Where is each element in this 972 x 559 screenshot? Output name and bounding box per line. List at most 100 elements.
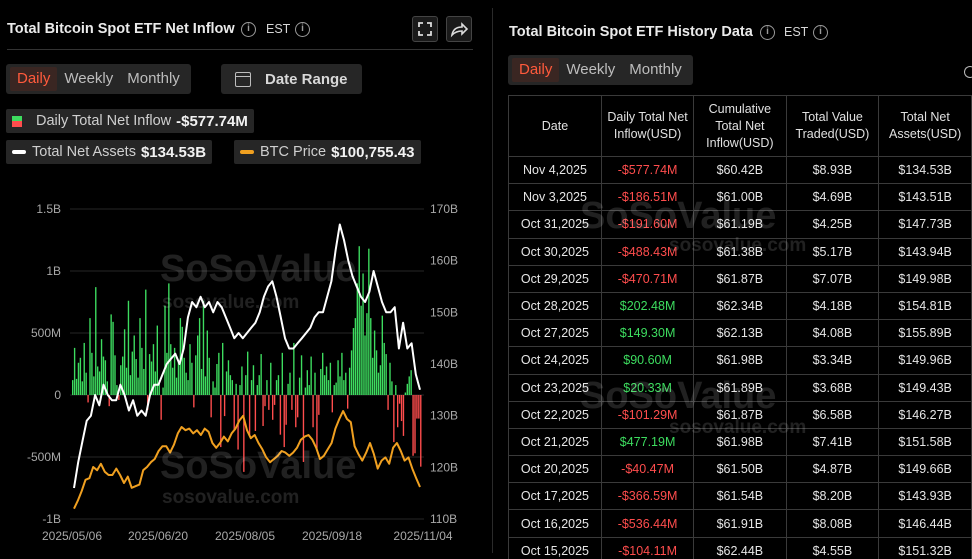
legend-net-inflow-label: Daily Total Net Inflow bbox=[36, 113, 172, 129]
net-assets-swatch bbox=[12, 150, 26, 154]
table-row[interactable]: Oct 21,2025 $477.19M $61.98B $7.41B $151.58B bbox=[508, 427, 972, 457]
table-row[interactable]: Oct 20,2025 -$40.47M $61.50B $4.87B $149.66B bbox=[508, 455, 972, 484]
inflow-bar bbox=[420, 395, 422, 467]
inflow-bar bbox=[300, 355, 303, 395]
chart-bars bbox=[72, 246, 422, 472]
net-inflow-panel: Total Bitcoin Spot ETF Net Inflow i EST … bbox=[0, 0, 484, 559]
tab-monthly[interactable]: Monthly bbox=[127, 70, 180, 87]
cell-value-traded: $7.07B bbox=[785, 264, 880, 293]
history-timezone-info-icon[interactable]: i bbox=[813, 25, 828, 40]
inflow-bar bbox=[150, 361, 153, 395]
inflow-bar bbox=[104, 360, 107, 395]
y-right-tick: 140B bbox=[430, 357, 458, 371]
inflow-bar bbox=[227, 360, 230, 395]
inflow-bar bbox=[360, 305, 362, 395]
inflow-bar bbox=[156, 325, 158, 395]
col-total-net-assets[interactable]: Total Net Assets(USD) bbox=[878, 95, 972, 157]
cell-value-traded: $8.20B bbox=[785, 482, 880, 511]
history-info-icon[interactable]: i bbox=[760, 25, 775, 40]
legend-btc-price-value: $100,755.43 bbox=[331, 143, 415, 161]
inflow-bar bbox=[302, 395, 305, 462]
inflow-bar bbox=[293, 342, 295, 395]
cell-value-traded: $8.93B bbox=[785, 155, 880, 185]
cell-cumulative: $61.54B bbox=[693, 482, 787, 511]
cell-date: Oct 16,2025 bbox=[508, 509, 602, 538]
cell-net-assets: $143.93B bbox=[878, 482, 972, 511]
share-icon[interactable] bbox=[446, 16, 472, 42]
tab-daily[interactable]: Daily bbox=[10, 67, 58, 91]
table-row[interactable]: Oct 23,2025 $20.33M $61.89B $3.68B $149.43B bbox=[508, 373, 972, 402]
inflow-bar bbox=[120, 365, 122, 395]
refresh-icon[interactable] bbox=[964, 66, 972, 78]
inflow-bar bbox=[154, 371, 157, 395]
inflow-bar bbox=[141, 347, 143, 395]
inflow-bar bbox=[245, 375, 247, 395]
x-tick: 2025/08/05 bbox=[215, 529, 275, 543]
table-row[interactable]: Oct 29,2025 -$470.71M $61.87B $7.07B $149.98… bbox=[508, 264, 972, 293]
inflow-bar bbox=[273, 395, 276, 405]
inflow-bar bbox=[304, 387, 307, 395]
legend-btc-price[interactable]: BTC Price $100,755.43 bbox=[234, 140, 421, 164]
inflow-bar bbox=[404, 392, 407, 395]
table-row[interactable]: Oct 31,2025 -$191.60M $61.19B $4.25B $147.73… bbox=[508, 210, 972, 239]
inflow-bar bbox=[175, 377, 178, 395]
cell-value-traded: $6.58B bbox=[785, 400, 880, 429]
inflow-bar bbox=[279, 395, 282, 435]
inflow-bar bbox=[72, 380, 74, 395]
inflow-bar bbox=[108, 395, 110, 407]
cell-cumulative: $62.13B bbox=[693, 319, 787, 348]
fullscreen-icon[interactable] bbox=[412, 16, 438, 42]
col-cumulative-net-inflow[interactable]: Cumulative Total Net Inflow(USD) bbox=[693, 95, 787, 157]
legend-net-assets[interactable]: Total Net Assets $134.53B bbox=[6, 140, 213, 164]
y-right-tick: 130B bbox=[430, 409, 458, 423]
cell-value-traded: $3.34B bbox=[785, 346, 880, 375]
cell-value-traded: $8.08B bbox=[785, 509, 880, 538]
inflow-bar bbox=[225, 371, 228, 395]
legend-net-inflow[interactable]: Daily Total Net Inflow -$577.74M bbox=[6, 109, 254, 133]
date-range-button[interactable]: Date Range bbox=[221, 64, 362, 94]
table-row[interactable]: Oct 17,2025 -$366.59M $61.54B $8.20B $143.93… bbox=[508, 482, 972, 511]
inflow-bar bbox=[83, 342, 85, 395]
history-tab-weekly[interactable]: Weekly bbox=[566, 61, 616, 78]
tab-weekly[interactable]: Weekly bbox=[64, 70, 114, 87]
table-row[interactable]: Nov 3,2025 -$186.51M $61.00B $4.69B $143.51B bbox=[508, 183, 972, 212]
cell-cumulative: $61.87B bbox=[693, 400, 787, 429]
inflow-bar bbox=[314, 372, 316, 395]
calendar-icon bbox=[235, 71, 251, 87]
table-row[interactable]: Nov 4,2025 -$577.74M $60.42B $8.93B $134.53B bbox=[508, 155, 972, 185]
col-total-value-traded[interactable]: Total Value Traded(USD) bbox=[785, 95, 880, 157]
inflow-bar bbox=[243, 395, 245, 472]
cell-cumulative: $62.34B bbox=[693, 291, 787, 321]
inflow-bar bbox=[216, 364, 218, 395]
table-row[interactable]: Oct 30,2025 -$488.43M $61.38B $5.17B $143.94… bbox=[508, 237, 972, 266]
history-tab-daily[interactable]: Daily bbox=[512, 58, 560, 82]
inflow-bar bbox=[222, 342, 224, 395]
cell-net-assets: $134.53B bbox=[878, 155, 972, 185]
inflow-bar bbox=[350, 350, 353, 395]
inflow-bar bbox=[312, 395, 314, 428]
chart-lines bbox=[73, 223, 421, 510]
history-tab-monthly[interactable]: Monthly bbox=[629, 61, 682, 78]
inflow-bar bbox=[368, 248, 370, 395]
timezone-info-icon[interactable]: i bbox=[295, 22, 310, 37]
cell-net-assets: $154.81B bbox=[878, 291, 972, 321]
legend-net-assets-value: $134.53B bbox=[140, 143, 207, 161]
col-date[interactable]: Date bbox=[508, 95, 602, 157]
table-row[interactable]: Oct 15,2025 -$104.11M $62.44B $4.55B $151.32… bbox=[508, 536, 972, 559]
cell-daily-net-inflow: -$104.11M bbox=[600, 536, 695, 559]
col-daily-net-inflow[interactable]: Daily Total Net Inflow(USD) bbox=[600, 95, 695, 157]
inflow-bar bbox=[170, 344, 172, 395]
cell-net-assets: $149.66B bbox=[878, 455, 972, 484]
info-icon[interactable]: i bbox=[241, 22, 256, 37]
inflow-bar bbox=[352, 328, 355, 395]
table-row[interactable]: Oct 24,2025 $90.60M $61.98B $3.34B $149.96B bbox=[508, 346, 972, 375]
inflow-bar bbox=[397, 395, 399, 428]
table-row[interactable]: Oct 28,2025 $202.48M $62.34B $4.18B $154.81B bbox=[508, 291, 972, 321]
table-row[interactable]: Oct 27,2025 $149.30M $62.13B $4.08B $155.89B bbox=[508, 319, 972, 348]
table-row[interactable]: Oct 22,2025 -$101.29M $61.87B $6.58B $146.27… bbox=[508, 400, 972, 429]
cell-cumulative: $61.19B bbox=[693, 210, 787, 239]
inflow-bar bbox=[381, 315, 383, 395]
inflow-bar bbox=[316, 395, 318, 450]
y-right-tick: 150B bbox=[430, 305, 458, 319]
table-row[interactable]: Oct 16,2025 -$536.44M $61.91B $8.08B $146.44… bbox=[508, 509, 972, 538]
